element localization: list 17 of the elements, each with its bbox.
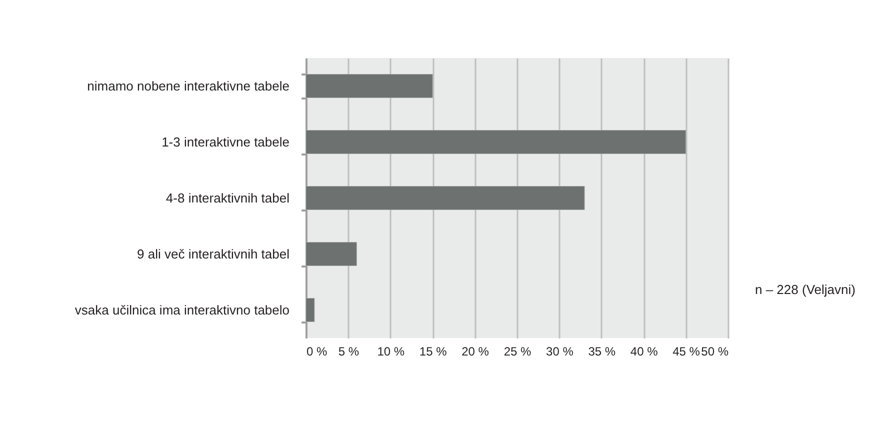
x-tick-label: 20 % [462,344,490,358]
x-tick-label: 25 % [504,344,532,358]
x-tick-label: 10 % [377,344,405,358]
x-tick-label: 50 % [701,344,729,358]
x-tick-label: 0 % [306,344,328,358]
y-tick-label: 1-3 interaktivne tabele [162,134,290,150]
x-tick-label: 5 % [338,344,360,358]
x-tick-label: 40 % [630,344,658,358]
text: n – 228 (Veljavni) [755,282,856,297]
x-tick-label: 45 % [672,344,700,358]
y-tick-label: 4-8 interaktivnih tabel [166,190,290,206]
x-tick-label: 30 % [546,344,574,358]
y-tick-label: 9 ali več interaktivnih tabel [137,246,290,262]
x-tick-label: 35 % [588,344,616,358]
y-tick-label: nimamo nobene interaktivne tabele [87,78,290,94]
x-tick-label: 15 % [419,344,448,358]
y-tick-label: vsaka učilnica ima interaktivno tabelo [74,302,290,318]
